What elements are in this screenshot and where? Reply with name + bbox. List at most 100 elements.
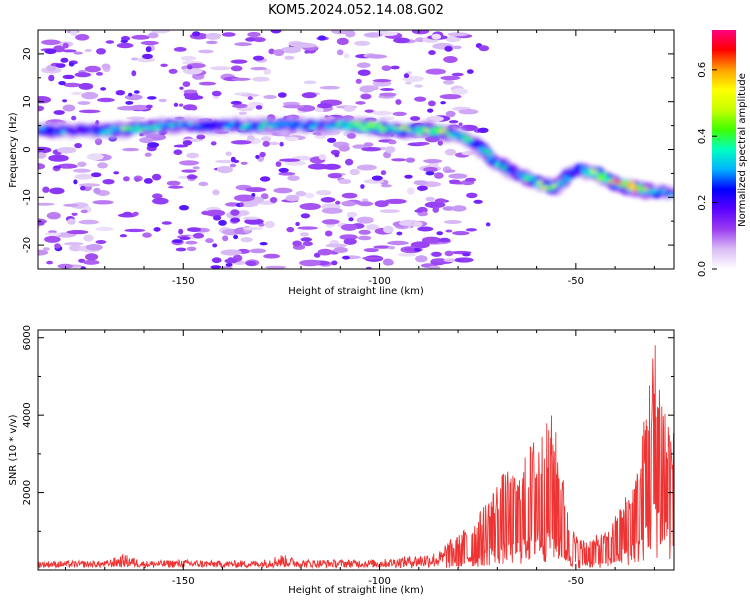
noise-blob: [85, 253, 99, 261]
noise-blob: [333, 247, 348, 253]
noise-speck: [145, 46, 152, 53]
noise-speck: [142, 53, 153, 60]
noise-blob: [317, 103, 333, 109]
noise-blob: [319, 85, 340, 90]
noise-blob: [247, 31, 261, 38]
noise-blob: [95, 240, 107, 244]
noise-speck: [438, 237, 451, 243]
ridge-blob: [559, 183, 564, 188]
noise-blob: [78, 109, 101, 114]
noise-blob: [308, 163, 329, 170]
noise-speck: [230, 217, 241, 223]
noise-blob: [381, 65, 392, 71]
snr-x-axis: -150 -100 -50: [64, 330, 655, 587]
ridge-blob: [668, 193, 674, 198]
noise-blob: [385, 146, 396, 154]
noise-blob: [439, 94, 462, 100]
noise-blob: [183, 67, 203, 75]
noise-blob: [379, 209, 400, 214]
noise-speck: [390, 65, 400, 70]
noise-speck: [115, 90, 126, 96]
ridge-blob: [555, 186, 560, 191]
noise-blob: [285, 136, 299, 142]
noise-blob: [357, 201, 374, 207]
noise-speck: [473, 199, 483, 204]
noise-blob: [431, 258, 447, 263]
noise-speck: [102, 179, 115, 185]
noise-blob: [428, 265, 441, 269]
noise-speck: [427, 108, 434, 113]
noise-speck: [105, 40, 115, 44]
noise-blob: [126, 116, 146, 120]
noise-blob: [414, 141, 430, 146]
noise-blob: [425, 68, 446, 75]
ridge-blob: [409, 130, 417, 135]
ridge-blob: [633, 187, 638, 192]
noise-blob: [222, 32, 236, 37]
noise-speck: [295, 221, 300, 227]
noise-blob: [304, 192, 315, 199]
noise-blob: [44, 235, 61, 243]
noise-speck: [211, 90, 222, 97]
noise-blob: [295, 190, 307, 197]
ridge-blob: [657, 190, 664, 195]
noise-speck: [440, 101, 446, 105]
spectrogram-y-label: Frequency (Hz): [8, 112, 19, 188]
colorbar-tick-label: 0.0: [697, 261, 708, 277]
ridge-blob: [76, 124, 86, 131]
noise-blob: [393, 37, 410, 44]
noise-blob: [363, 142, 374, 147]
noise-blob: [288, 42, 310, 46]
noise-blob: [217, 166, 233, 174]
noise-speck: [477, 127, 489, 133]
noise-blob: [166, 180, 181, 186]
noise-blob: [78, 82, 94, 90]
noise-blob: [130, 104, 149, 111]
noise-speck: [286, 226, 295, 233]
colorbar-ticks: 0.0 0.2 0.4 0.6: [697, 62, 717, 277]
noise-speck: [71, 115, 77, 121]
noise-blob: [349, 168, 360, 176]
noise-blob: [432, 206, 440, 213]
ridge-blob: [336, 122, 342, 127]
noise-blob: [70, 30, 78, 36]
ridge-blob: [38, 125, 46, 130]
noise-speck: [404, 247, 415, 252]
noise-blob: [362, 256, 383, 260]
ridge-blob: [304, 126, 309, 130]
noise-blob: [397, 253, 417, 257]
noise-speck: [60, 57, 69, 63]
spectrogram-ridge: [38, 116, 674, 201]
ridge-blob: [364, 126, 370, 131]
noise-blob: [240, 93, 260, 97]
ridge-blob: [213, 124, 218, 129]
noise-blob: [445, 229, 453, 233]
noise-blob: [152, 193, 163, 199]
noise-blob: [140, 40, 159, 46]
noise-blob: [139, 137, 154, 144]
ridge-blob: [596, 175, 604, 180]
ridge-blob: [385, 124, 391, 129]
noise-blob: [410, 116, 421, 121]
noise-blob: [442, 206, 455, 211]
noise-blob: [341, 223, 358, 231]
spectrogram-x-tick-label: -100: [368, 276, 391, 287]
noise-blob: [354, 40, 371, 46]
noise-blob: [95, 226, 114, 232]
noise-blob: [198, 181, 209, 187]
ridge-blob: [197, 124, 205, 129]
noise-blob: [220, 266, 234, 269]
noise-blob: [391, 158, 407, 162]
noise-blob: [372, 79, 392, 83]
noise-blob: [356, 164, 377, 171]
noise-blob: [93, 187, 101, 194]
noise-blob: [73, 51, 83, 55]
noise-blob: [325, 243, 347, 248]
noise-blob: [74, 173, 94, 180]
ridge-blob: [583, 170, 589, 175]
noise-blob: [92, 200, 114, 205]
noise-blob: [185, 240, 198, 245]
noise-blob: [392, 111, 407, 116]
noise-blob: [116, 42, 134, 49]
